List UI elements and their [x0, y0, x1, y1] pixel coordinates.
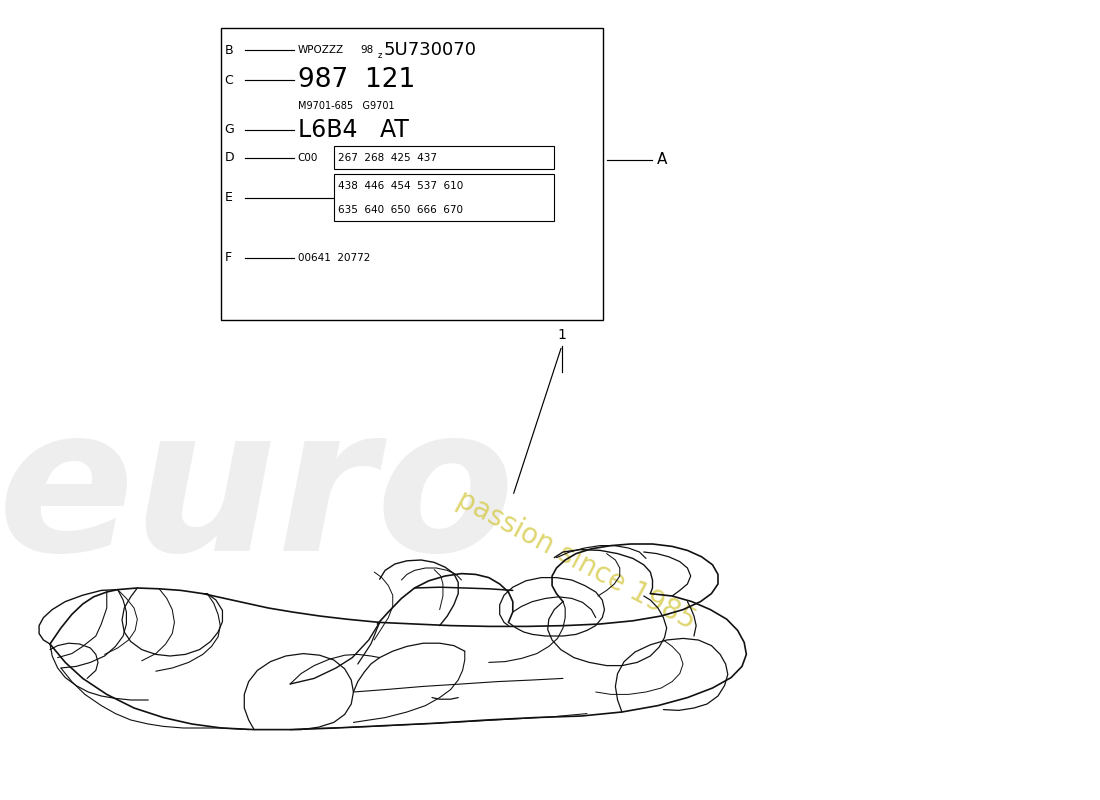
Text: C: C	[224, 74, 233, 86]
Text: C00: C00	[298, 153, 318, 162]
Text: 987  121: 987 121	[298, 67, 415, 93]
Text: passion since 1985: passion since 1985	[452, 485, 701, 635]
Bar	[333, 146, 554, 169]
Text: 267  268  425  437: 267 268 425 437	[338, 153, 437, 162]
Text: M9701-685   G9701: M9701-685 G9701	[298, 101, 395, 110]
Text: A: A	[657, 153, 668, 167]
Text: 98: 98	[360, 46, 373, 55]
Text: G: G	[224, 123, 234, 136]
Bar	[333, 174, 554, 221]
Bar	[221, 28, 604, 320]
Text: WPOZZZ: WPOZZZ	[298, 46, 344, 55]
Text: L6B4   AT: L6B4 AT	[298, 118, 408, 142]
Text: 00641  20772: 00641 20772	[298, 253, 370, 262]
Text: D: D	[224, 151, 234, 164]
Text: E: E	[224, 191, 232, 204]
Text: 5U730070: 5U730070	[384, 42, 477, 59]
Text: B: B	[224, 44, 233, 57]
Text: F: F	[224, 251, 232, 264]
Text: euro: euro	[0, 398, 515, 594]
Text: 1: 1	[558, 328, 566, 342]
Text: 635  640  650  666  670: 635 640 650 666 670	[338, 205, 463, 214]
Text: 438  446  454  537  610: 438 446 454 537 610	[338, 181, 463, 190]
Text: z: z	[377, 50, 382, 60]
